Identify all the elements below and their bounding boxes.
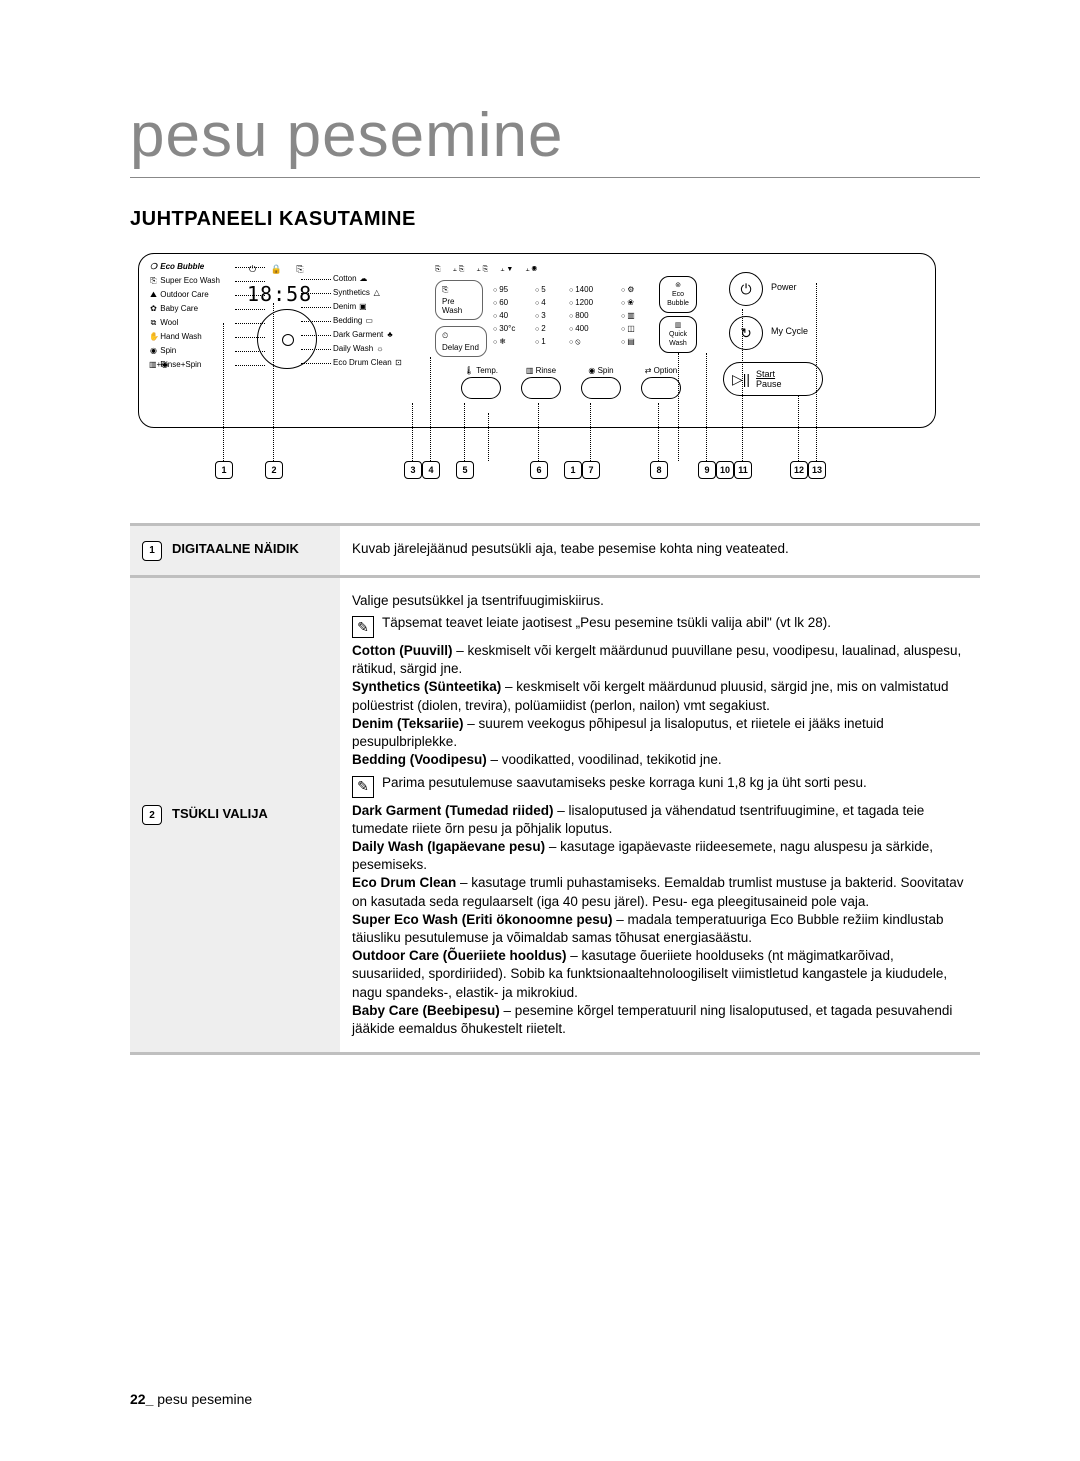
info-icon: ✎ bbox=[352, 616, 374, 638]
callout-10: 10 bbox=[716, 461, 734, 479]
cycle-selector-dial[interactable] bbox=[257, 309, 317, 369]
page-footer: 22_ pesu pesemine bbox=[130, 1391, 252, 1407]
row-body: Valige pesutsükkel ja tsentrifuugimiskii… bbox=[340, 576, 980, 1054]
row-label: 1DIGITAALNE NÄIDIK bbox=[130, 525, 340, 577]
callout-7: 7 bbox=[582, 461, 600, 479]
row-body: Kuvab järelejäänud pesutsükli aja, teabe… bbox=[340, 525, 980, 577]
callout-1: 1 bbox=[564, 461, 582, 479]
delay-end-block: ⏲ Delay End bbox=[435, 326, 487, 357]
spin-values: 1400 1200 800 400 ⦸ bbox=[569, 284, 593, 349]
option-top-icons: ⎘⫠ ⎘⫠ ⎘⫠ ▼⫠ ◉ bbox=[435, 266, 537, 274]
programme-labels-left: ❍ Eco Bubble ⎘ Super Eco Wash ⛰ Outdoor … bbox=[149, 260, 233, 372]
callout-2: 2 bbox=[265, 461, 283, 479]
callout-4: 4 bbox=[422, 461, 440, 479]
page-title: pesu pesemine bbox=[130, 100, 980, 178]
quick-wash-badge: ▥ Quick Wash bbox=[659, 316, 697, 353]
eco-bubble-badge: ⊚ Eco Bubble bbox=[659, 276, 697, 313]
callout-6: 6 bbox=[530, 461, 548, 479]
callout-13: 13 bbox=[808, 461, 826, 479]
my-cycle-label: My Cycle bbox=[771, 326, 808, 336]
section-heading: JUHTPANEELI KASUTAMINE bbox=[130, 208, 980, 231]
temp-button[interactable]: 🌡 Temp. bbox=[461, 366, 501, 399]
control-panel-diagram: ❍ Eco Bubble ⎘ Super Eco Wash ⛰ Outdoor … bbox=[130, 253, 950, 503]
option-button[interactable]: ⇄ Option bbox=[641, 366, 681, 399]
callout-1: 1 bbox=[215, 461, 233, 479]
status-icons: ⏻ 🔒 ⎘ bbox=[249, 264, 310, 275]
my-cycle-button[interactable]: ↻ bbox=[729, 316, 763, 350]
temp-values: 95 60 40 30°c ❄ bbox=[493, 284, 515, 349]
rinse-values: 5 4 3 2 1 bbox=[535, 284, 546, 349]
callout-5: 5 bbox=[456, 461, 474, 479]
callout-12: 12 bbox=[790, 461, 808, 479]
programme-labels-right: Cotton ☁ Synthetics △ Denim ▣ Bedding ▭ … bbox=[333, 272, 423, 370]
callout-8: 8 bbox=[650, 461, 668, 479]
power-button[interactable]: ⏻ bbox=[729, 272, 763, 306]
rinse-button[interactable]: ▥ Rinse bbox=[521, 366, 561, 399]
prewash-block: ⎘ Pre Wash bbox=[435, 280, 483, 320]
digital-display: 18:58 bbox=[247, 282, 312, 306]
start-pause-button[interactable]: ▷|| Start Pause bbox=[723, 362, 823, 396]
callout-9: 9 bbox=[698, 461, 716, 479]
description-table: 1DIGITAALNE NÄIDIKKuvab järelejäänud pes… bbox=[130, 523, 980, 1055]
power-label: Power bbox=[771, 282, 797, 292]
option-values: ⚙ ❀ ▥ ◫ ▤ bbox=[621, 284, 635, 349]
callout-row: 123456178910111213 bbox=[130, 461, 950, 483]
callout-11: 11 bbox=[734, 461, 752, 479]
info-icon: ✎ bbox=[352, 776, 374, 798]
spin-button[interactable]: ◉ Spin bbox=[581, 366, 621, 399]
row-label: 2TSÜKLI VALIJA bbox=[130, 576, 340, 1054]
callout-3: 3 bbox=[404, 461, 422, 479]
